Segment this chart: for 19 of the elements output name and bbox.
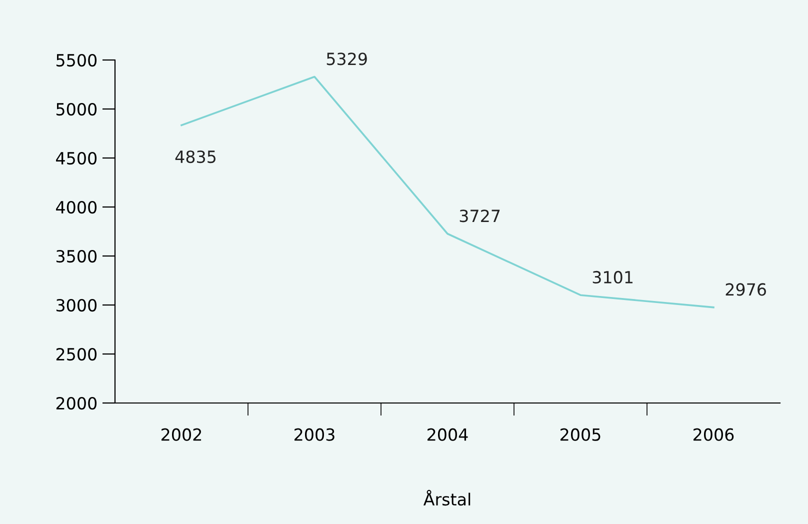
data-label: 3101 <box>592 270 632 284</box>
data-label: 5329 <box>326 52 367 66</box>
data-label: 3727 <box>460 210 500 222</box>
y-tick-label: 2000 <box>56 396 97 410</box>
x-tick-label: 2002 <box>162 428 202 441</box>
x-axis-title: Årstal <box>423 490 470 506</box>
x-tick-label: 2004 <box>428 428 468 441</box>
x-tick-label: 2006 <box>694 428 734 441</box>
x-tick-label: 2005 <box>560 428 600 441</box>
x-tick-label: 2003 <box>294 428 334 441</box>
y-tick-label: 5000 <box>56 102 97 116</box>
y-tick-label: 2500 <box>56 348 97 361</box>
data-label: 4835 <box>175 150 216 164</box>
y-tick-label: 3500 <box>56 250 97 263</box>
y-tick-label: 5500 <box>56 54 97 67</box>
data-label: 2976 <box>726 283 766 296</box>
y-tick-label: 3000 <box>56 298 97 312</box>
y-tick-label: 4000 <box>56 200 97 214</box>
y-tick-label: 4500 <box>56 152 97 165</box>
